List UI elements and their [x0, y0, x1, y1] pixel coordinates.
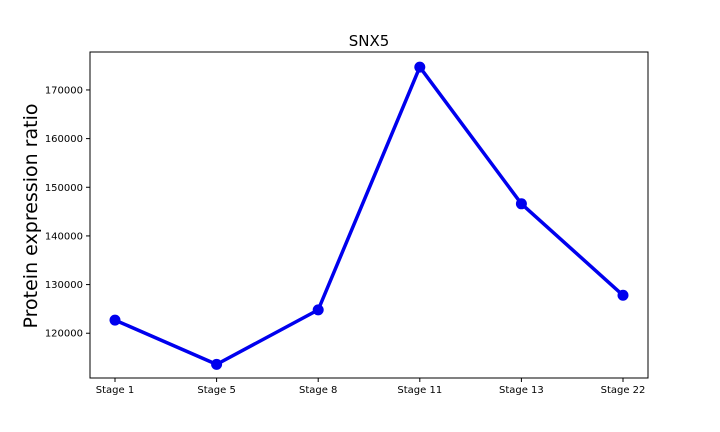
- data-point: [109, 314, 121, 326]
- plot-frame: [89, 51, 649, 379]
- y-tick-label: 130000: [45, 280, 83, 291]
- data-point: [515, 198, 527, 210]
- y-tick-label: 160000: [45, 134, 83, 145]
- y-axis-label: Protein expression ratio: [20, 104, 42, 329]
- plot-area: 120000 130000 140000 150000 160000 170000 Stag…: [45, 61, 646, 396]
- x-tick-label: Stage 8: [299, 385, 337, 396]
- x-tick-label: Stage 13: [499, 385, 544, 396]
- x-tick-label: Stage 5: [197, 385, 235, 396]
- x-tick-label: Stage 11: [397, 385, 442, 396]
- data-point: [414, 61, 426, 73]
- chart-title: SNX5: [349, 32, 390, 50]
- y-tick-label: 120000: [45, 329, 83, 340]
- data-point: [312, 304, 324, 316]
- x-tick-label: Stage 1: [96, 385, 134, 396]
- data-point: [617, 289, 629, 301]
- data-point: [211, 358, 223, 370]
- y-tick-label: 170000: [45, 85, 83, 96]
- y-tick-label: 140000: [45, 231, 83, 242]
- x-tick-label: Stage 22: [601, 385, 646, 396]
- y-tick-label: 150000: [45, 183, 83, 194]
- series-line: [113, 65, 625, 367]
